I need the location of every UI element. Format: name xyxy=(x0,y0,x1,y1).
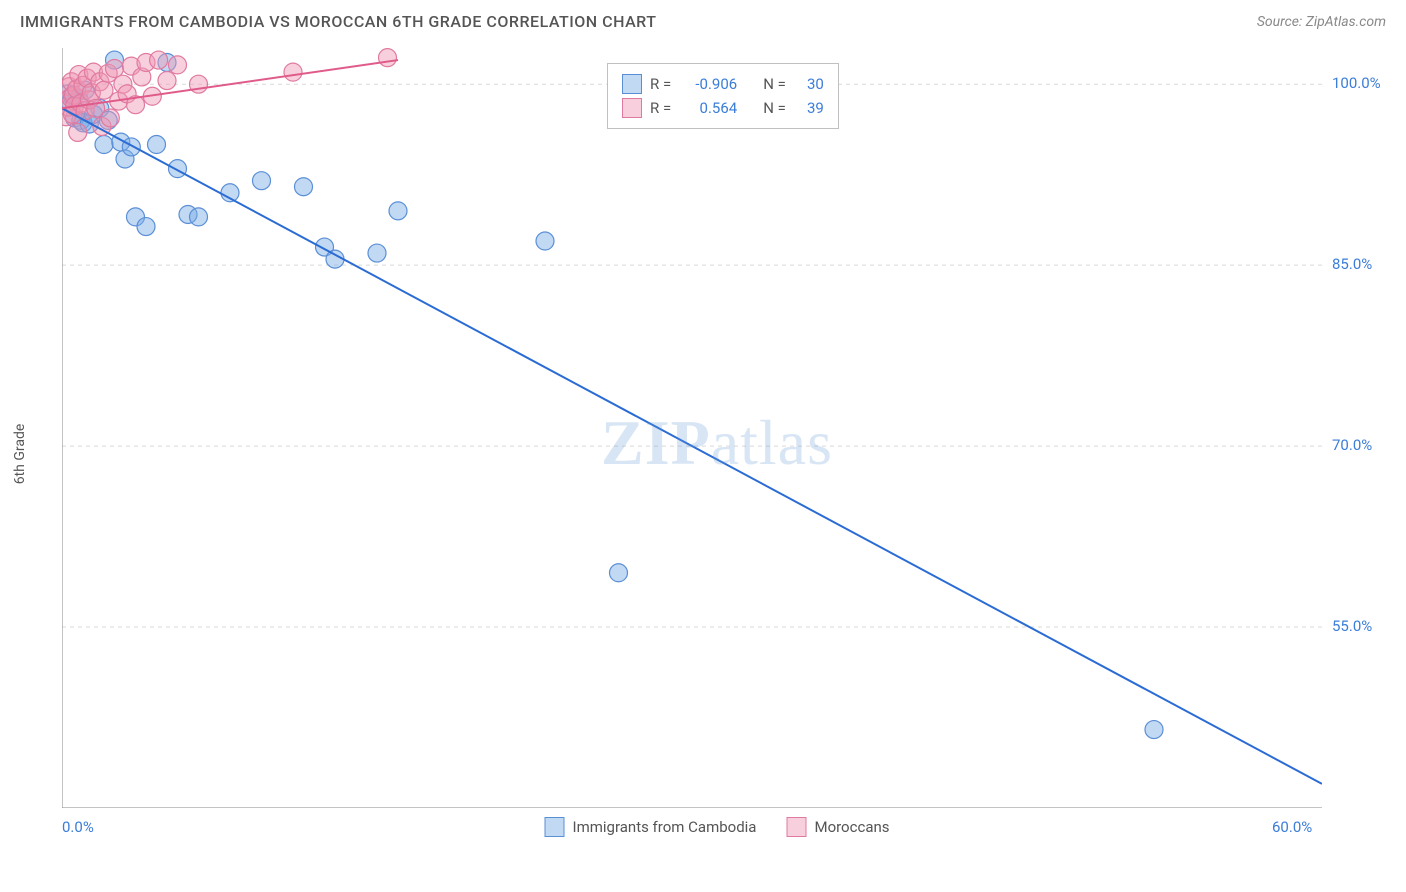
x-tick-label: 0.0% xyxy=(62,818,94,836)
y-tick-label: 70.0% xyxy=(1332,436,1372,454)
r-label: R = xyxy=(650,72,671,96)
series-legend-item: Immigrants from Cambodia xyxy=(545,815,757,839)
scatter-plot xyxy=(62,48,1322,808)
legend-swatch xyxy=(545,817,565,837)
series-name: Moroccans xyxy=(814,815,889,839)
y-tick-label: 55.0% xyxy=(1332,617,1372,635)
r-value: -0.906 xyxy=(679,72,737,96)
chart-area: ZIPatlas R =-0.906N =30R =0.564N =39 0.0… xyxy=(62,48,1372,838)
header: IMMIGRANTS FROM CAMBODIA VS MOROCCAN 6TH… xyxy=(0,0,1406,39)
r-value: 0.564 xyxy=(679,96,737,120)
n-value: 30 xyxy=(794,72,824,96)
legend-swatch xyxy=(622,98,642,118)
legend-row: R = -0.906 N = 30 xyxy=(622,72,824,96)
r-label: R = xyxy=(650,96,671,120)
y-tick-label: 100.0% xyxy=(1332,74,1381,92)
correlation-legend: R = -0.906 N = 30 R = 0.564 N = 39 xyxy=(607,63,839,129)
n-label: N = xyxy=(763,72,786,96)
legend-swatch xyxy=(786,817,806,837)
y-tick-label: 85.0% xyxy=(1332,255,1372,273)
chart-container: IMMIGRANTS FROM CAMBODIA VS MOROCCAN 6TH… xyxy=(0,0,1406,892)
legend-swatch xyxy=(622,74,642,94)
n-label: N = xyxy=(763,96,786,120)
y-axis-title: 6th Grade xyxy=(12,424,28,485)
x-tick-label: 60.0% xyxy=(1272,818,1312,836)
chart-title: IMMIGRANTS FROM CAMBODIA VS MOROCCAN 6TH… xyxy=(20,12,656,31)
series-name: Immigrants from Cambodia xyxy=(573,815,757,839)
source-label: Source: ZipAtlas.com xyxy=(1257,14,1386,30)
series-legend-item: Moroccans xyxy=(786,815,889,839)
legend-row: R = 0.564 N = 39 xyxy=(622,96,824,120)
series-legend: Immigrants from Cambodia Moroccans xyxy=(545,816,890,838)
n-value: 39 xyxy=(794,96,824,120)
